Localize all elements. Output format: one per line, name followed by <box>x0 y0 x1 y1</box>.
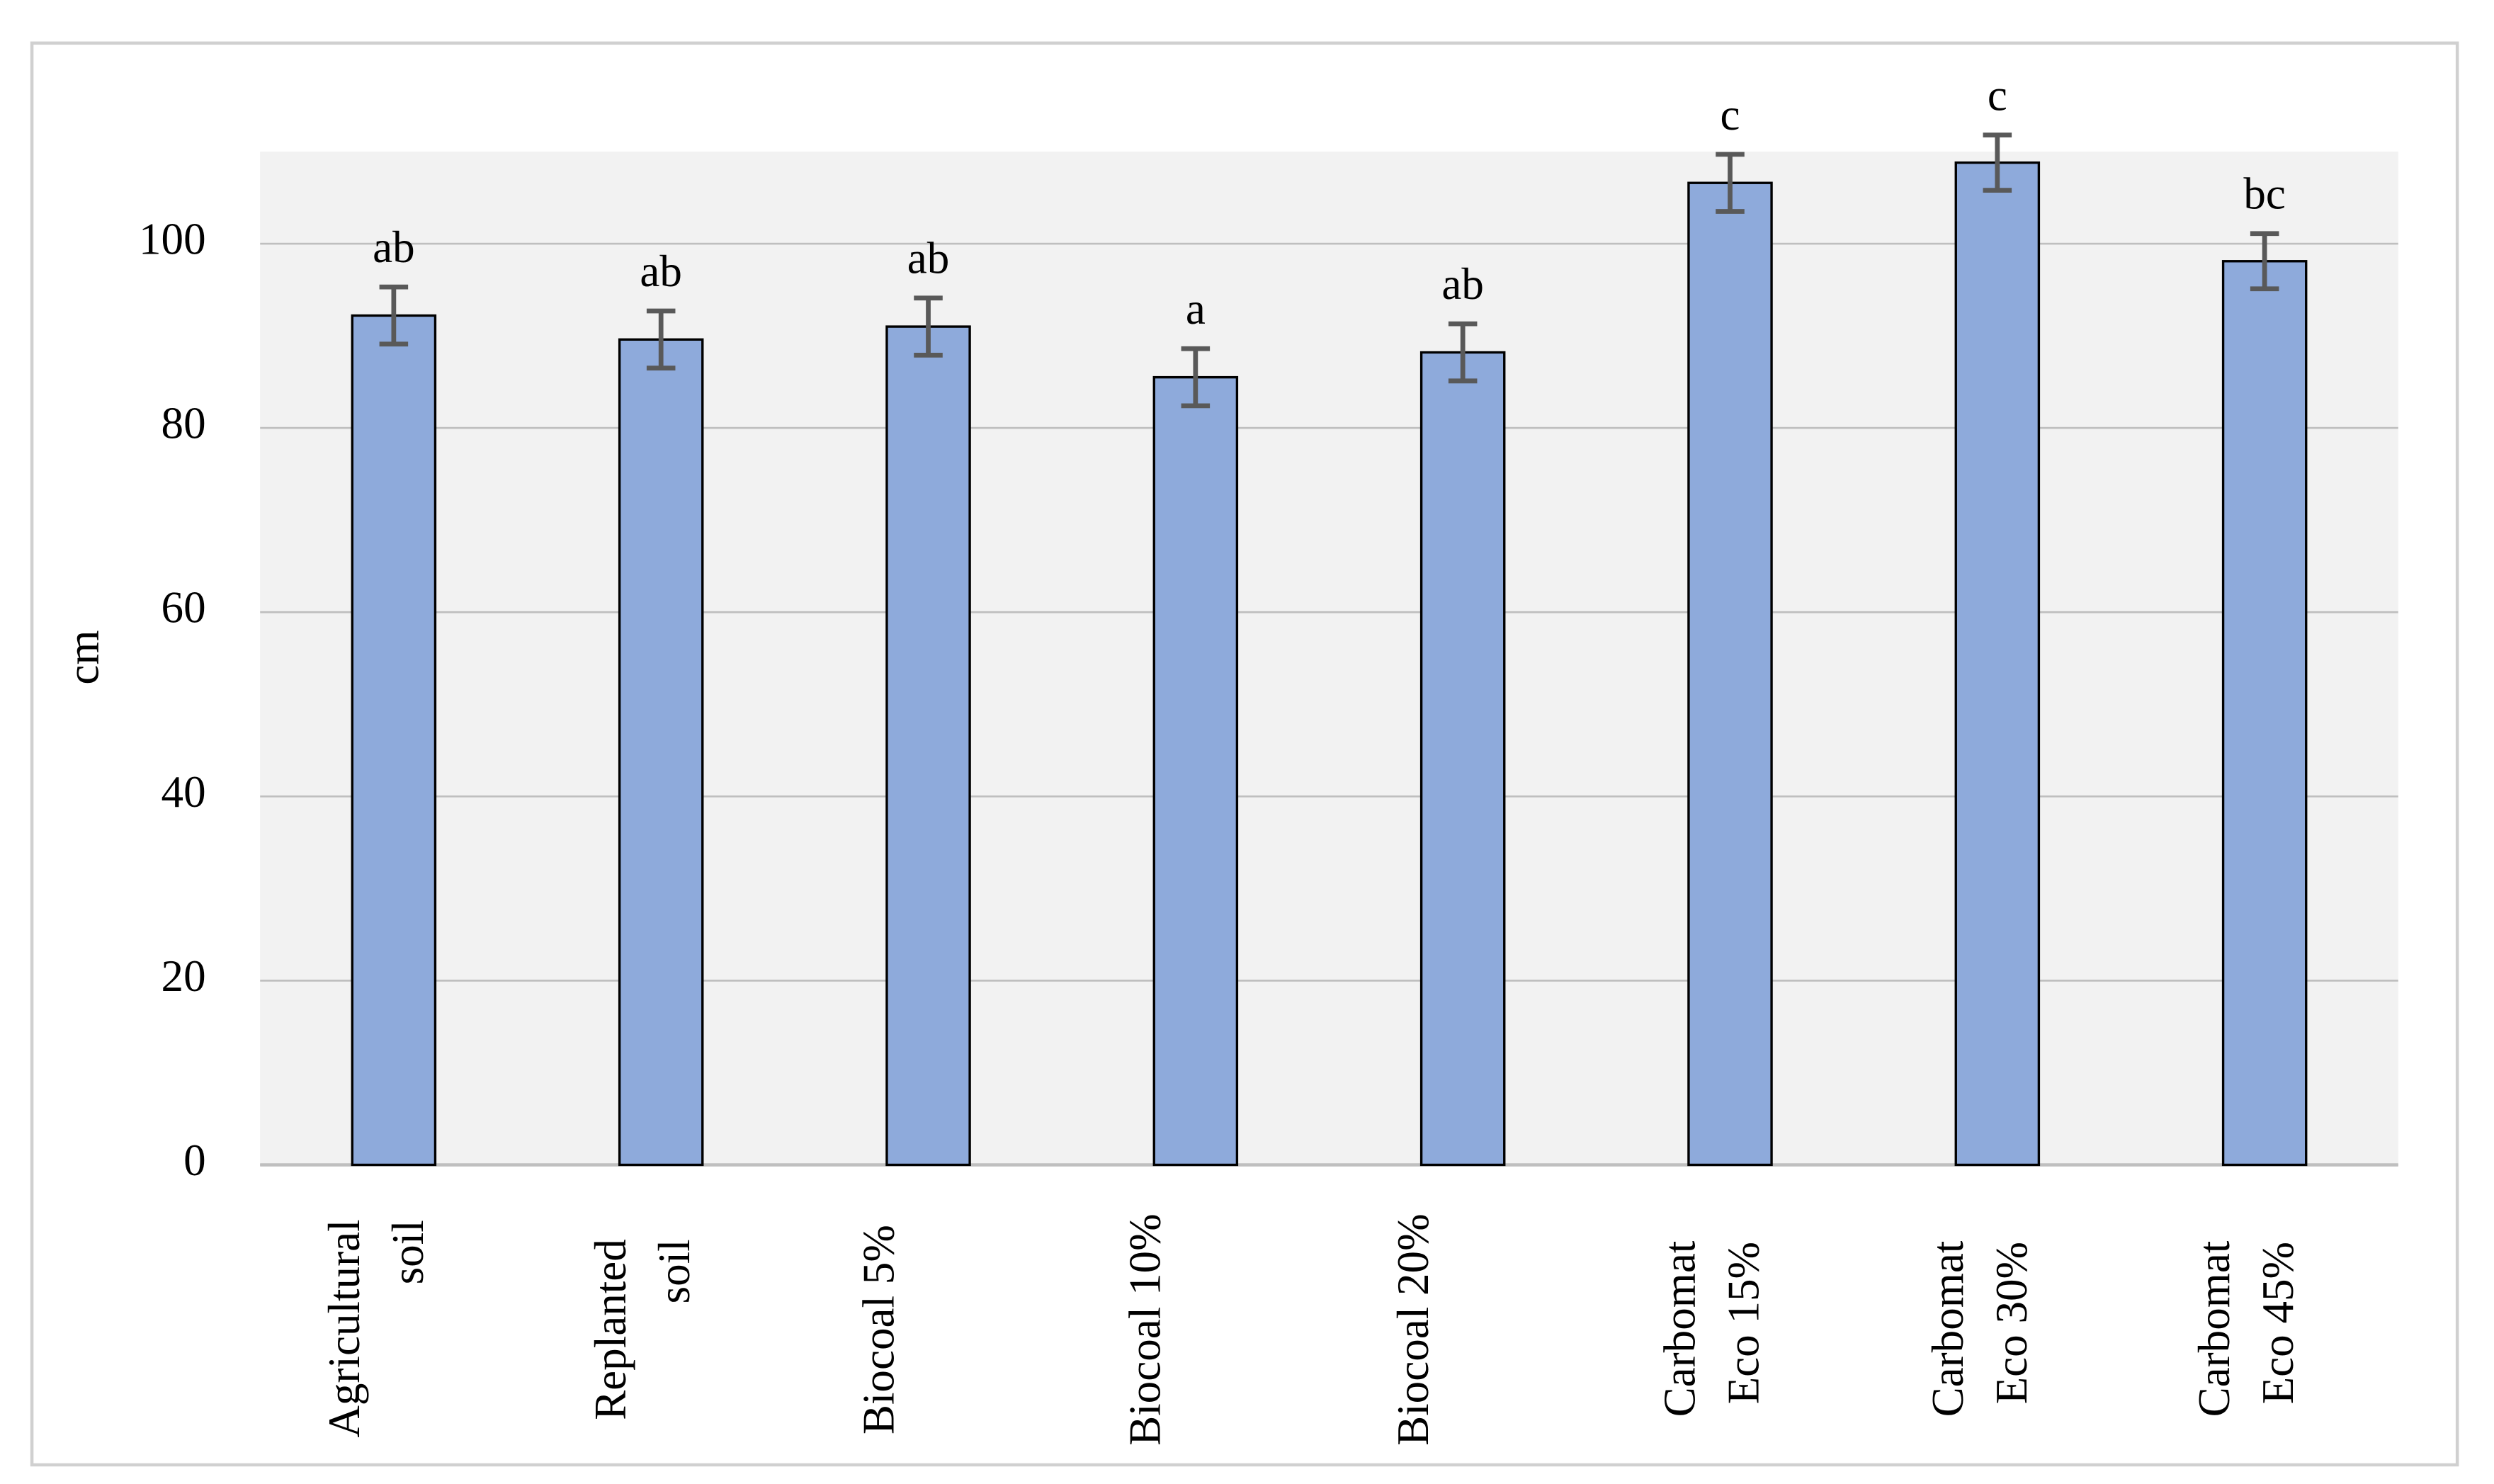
x-tick-label-box: Carbomat Eco 30% <box>1924 1241 2038 1417</box>
x-tick-label: Carbomat Eco 15% <box>1656 1241 1770 1417</box>
x-tick-label: Agricultural soil <box>320 1220 434 1439</box>
bar <box>885 325 971 1167</box>
error-bar <box>1983 132 2012 193</box>
significance-label: c <box>1721 90 1740 140</box>
bar <box>618 338 704 1167</box>
x-tick-label: Replanted soil <box>587 1238 701 1420</box>
x-tick-label-box: Replanted soil <box>587 1238 701 1420</box>
significance-label: bc <box>2243 169 2286 219</box>
significance-label: ab <box>1441 259 1484 309</box>
y-tick-label: 100 <box>139 215 206 264</box>
bar <box>1954 161 2041 1167</box>
error-bar <box>1716 152 1745 214</box>
error-bar <box>914 295 943 358</box>
y-tick-label: 80 <box>161 399 206 448</box>
plot-area <box>260 152 2398 1165</box>
x-tick-label: Carbomat Eco 45% <box>2191 1241 2305 1417</box>
x-tick-label: Biocoal 10% <box>1122 1213 1172 1446</box>
error-bar <box>1181 346 1211 409</box>
bar <box>1419 351 1506 1167</box>
y-tick-label: 20 <box>161 951 206 1001</box>
error-bar <box>1448 321 1478 384</box>
x-tick-label-box: Carbomat Eco 45% <box>2191 1241 2305 1417</box>
significance-label: a <box>1186 284 1206 334</box>
x-tick-label-box: Carbomat Eco 15% <box>1656 1241 1770 1417</box>
error-bar <box>2250 231 2279 292</box>
significance-label: ab <box>373 222 415 272</box>
x-tick-label-box: Biocoal 20% <box>1389 1213 1439 1446</box>
bar <box>2221 260 2308 1167</box>
bar <box>1152 375 1239 1167</box>
y-tick-label: 40 <box>161 767 206 817</box>
y-axis-label: cm <box>58 630 108 685</box>
significance-label: ab <box>907 234 950 283</box>
x-tick-label: Biocoal 5% <box>854 1224 905 1434</box>
x-tick-label-box: Agricultural soil <box>320 1220 434 1439</box>
error-bar <box>379 284 409 347</box>
x-tick-label: Carbomat Eco 30% <box>1924 1241 2038 1417</box>
x-tick-label-box: Biocoal 10% <box>1122 1213 1172 1446</box>
y-tick-label: 60 <box>161 583 206 633</box>
bar <box>351 314 437 1167</box>
error-bar <box>646 308 676 370</box>
significance-label: ab <box>640 247 682 296</box>
y-tick-label: 0 <box>183 1135 206 1185</box>
x-tick-label-box: Biocoal 5% <box>854 1224 905 1434</box>
x-tick-label: Biocoal 20% <box>1389 1213 1439 1446</box>
bar <box>1687 181 1773 1167</box>
significance-label: c <box>1988 71 2007 120</box>
